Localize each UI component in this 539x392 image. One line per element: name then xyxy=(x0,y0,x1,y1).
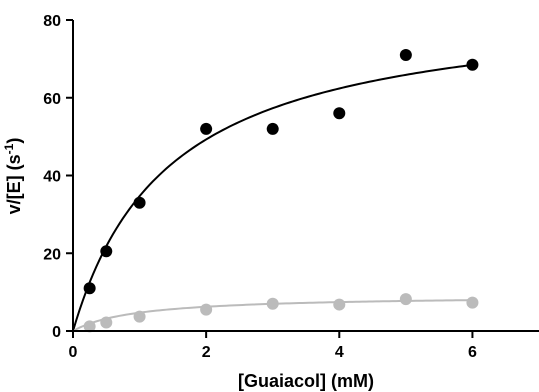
data-point-series-2 xyxy=(100,316,113,329)
x-tick-label: 6 xyxy=(468,344,477,361)
data-point-series-1 xyxy=(133,196,146,209)
y-axis-title-tail: ) xyxy=(4,138,24,144)
x-tick-label: 2 xyxy=(202,344,211,361)
y-tick-label: 80 xyxy=(43,13,61,30)
x-tick-label: 0 xyxy=(69,344,78,361)
data-point-series-2 xyxy=(133,310,146,323)
y-tick-label: 0 xyxy=(52,324,61,341)
data-point-series-1 xyxy=(83,282,96,295)
data-point-series-2 xyxy=(466,296,479,309)
y-axis-title: v/[E] (s-1) xyxy=(2,138,24,215)
data-point-series-1 xyxy=(399,48,412,61)
y-tick-label: 60 xyxy=(43,91,61,108)
data-point-series-2 xyxy=(399,293,412,306)
fit-curve-series-1 xyxy=(72,63,473,332)
fit-curves xyxy=(72,63,473,332)
y-axis-title-sup: -1 xyxy=(2,143,16,154)
data-point-series-2 xyxy=(83,320,96,333)
x-axis-title: [Guaiacol] (mM) xyxy=(238,371,374,391)
y-axis-title-main: v/[E] (s xyxy=(4,154,24,214)
data-point-series-1 xyxy=(100,245,113,258)
data-point-series-1 xyxy=(266,122,279,135)
data-point-series-2 xyxy=(266,297,279,310)
data-point-series-1 xyxy=(200,122,213,135)
data-point-series-1 xyxy=(466,58,479,71)
y-tick-label: 40 xyxy=(43,169,61,186)
data-point-series-2 xyxy=(333,298,346,311)
data-point-series-1 xyxy=(333,107,346,120)
x-tick-label: 4 xyxy=(335,344,344,361)
data-point-series-2 xyxy=(200,303,213,316)
y-tick-label: 20 xyxy=(43,246,61,263)
data-points xyxy=(83,48,479,333)
